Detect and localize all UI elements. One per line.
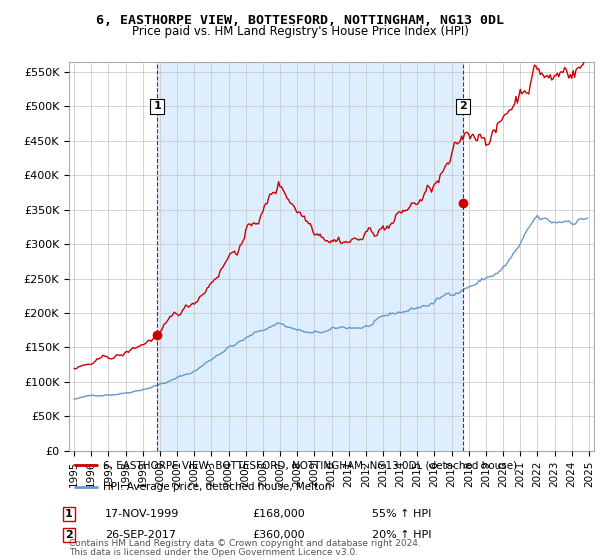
Text: £168,000: £168,000 (252, 509, 305, 519)
Text: HPI: Average price, detached house, Melton: HPI: Average price, detached house, Melt… (103, 482, 331, 492)
Text: 6, EASTHORPE VIEW, BOTTESFORD, NOTTINGHAM, NG13 0DL: 6, EASTHORPE VIEW, BOTTESFORD, NOTTINGHA… (96, 14, 504, 27)
Text: 6, EASTHORPE VIEW, BOTTESFORD, NOTTINGHAM, NG13 0DL (detached house): 6, EASTHORPE VIEW, BOTTESFORD, NOTTINGHA… (103, 460, 517, 470)
Text: 17-NOV-1999: 17-NOV-1999 (105, 509, 179, 519)
Text: £360,000: £360,000 (252, 530, 305, 540)
Text: This data is licensed under the Open Government Licence v3.0.: This data is licensed under the Open Gov… (69, 548, 358, 557)
Text: Contains HM Land Registry data © Crown copyright and database right 2024.: Contains HM Land Registry data © Crown c… (69, 539, 421, 548)
Text: 55% ↑ HPI: 55% ↑ HPI (372, 509, 431, 519)
Text: 1: 1 (65, 509, 73, 519)
Text: Price paid vs. HM Land Registry's House Price Index (HPI): Price paid vs. HM Land Registry's House … (131, 25, 469, 38)
Text: 26-SEP-2017: 26-SEP-2017 (105, 530, 176, 540)
Bar (157, 62, 463, 451)
Text: 2: 2 (459, 101, 467, 111)
Text: 1: 1 (153, 101, 161, 111)
Text: 20% ↑ HPI: 20% ↑ HPI (372, 530, 431, 540)
Text: 2: 2 (65, 530, 73, 540)
